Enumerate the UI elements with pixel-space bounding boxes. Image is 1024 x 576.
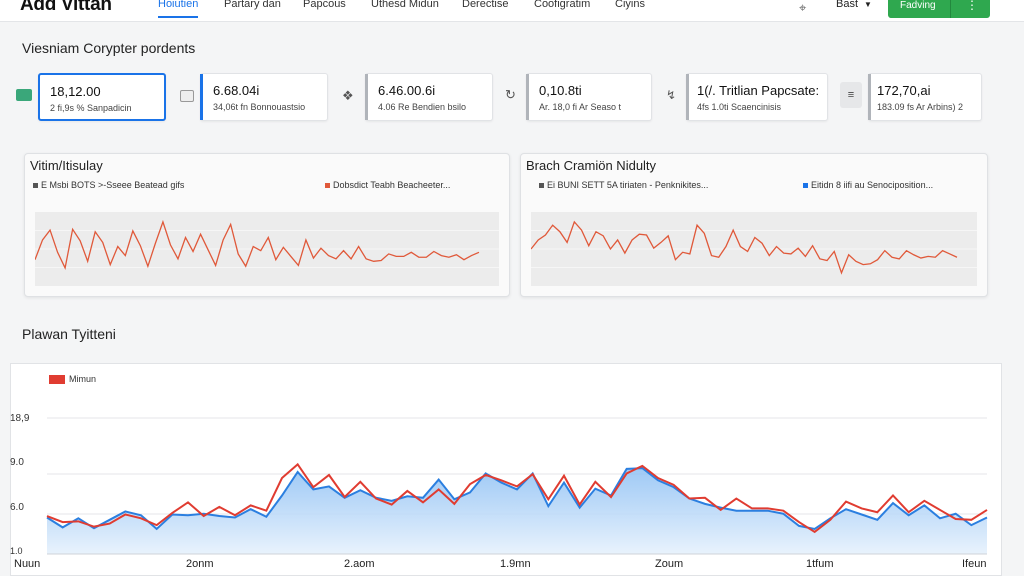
- tab-hoiutien[interactable]: Hoiutien: [158, 0, 199, 18]
- series-line: [531, 220, 958, 275]
- legend-label: E Msbi BOTS >-Sseee Beatead gifs: [41, 180, 185, 190]
- mini-chart-panel-2: Brach Cramiön Nidulty Ei BUNI SETT 5A ti…: [520, 153, 988, 297]
- x-tick-label: Nuun: [14, 558, 41, 570]
- kpi-value: 18,12.00: [50, 84, 101, 99]
- tab-partary-dan[interactable]: Partary dan: [224, 0, 281, 10]
- app-title: Add Vittan: [20, 0, 112, 15]
- series-line: [35, 219, 480, 270]
- tab-uthesd-midun[interactable]: Uthesd Midun: [371, 0, 439, 10]
- kpi-subtext: 2 fi,9s % Sanpadicin: [50, 103, 132, 113]
- top-bar: Add Vittan Hoiutien Partary dan Papcous …: [0, 0, 1024, 22]
- legend-swatch: [33, 183, 38, 189]
- legend-label: Dobsdict Teabh Beacheeter...: [333, 180, 451, 190]
- kpi-card-1[interactable]: 18,12.00 2 fi,9s % Sanpadicin: [38, 73, 166, 121]
- kpi-card-4[interactable]: 0,10.8ti Ar. 18,0 fi Ar Seaso t: [526, 73, 652, 121]
- user-label: Bast: [836, 0, 859, 10]
- x-tick-label: Ifeun: [962, 558, 987, 570]
- layers-icon: ≡: [840, 82, 862, 108]
- main-chart-panel: Mimun: [10, 363, 1002, 576]
- kpi-value: 6.68.04i: [213, 83, 260, 98]
- x-tick-label: Zoum: [655, 558, 684, 570]
- tab-derectise[interactable]: Derectise: [462, 0, 509, 10]
- x-tick-label: 2.aom: [344, 558, 375, 570]
- kpi-card-3[interactable]: 6.46.00.6i 4.06 Re Bendien bsilo: [365, 73, 493, 121]
- user-dropdown[interactable]: Bast ▼: [836, 0, 872, 10]
- kpi-subtext: 4fs 1.0ti Scaencinisis: [697, 102, 782, 112]
- kpi-accent-bar: [526, 74, 529, 120]
- kpi-value: 6.46.00.6i: [378, 83, 436, 98]
- mini-line-chart-2: [531, 212, 977, 286]
- legend-label: Ei BUNI SETT 5A tiriaten - Penknikites..…: [547, 180, 709, 190]
- kpi-card-5[interactable]: 1(/. Tritlian Papcsate: 4fs 1.0ti Scaenc…: [686, 73, 828, 121]
- trend-icon: ↯: [666, 88, 677, 102]
- refresh-icon: ↻: [505, 87, 516, 102]
- x-tick-label: 2onm: [186, 558, 214, 570]
- panel-title: Brach Cramiön Nidulty: [526, 158, 657, 173]
- tab-coofigratim[interactable]: Coofigratim: [534, 0, 591, 10]
- kpi-accent-bar: [868, 74, 871, 120]
- kpi-subtext: 34,06t fn Bonnouastsio: [213, 102, 306, 112]
- legend-item: Ei BUNI SETT 5A tiriaten - Penknikites..…: [539, 180, 708, 190]
- kpi-1-icon-wrap: [16, 86, 36, 106]
- legend-swatch: [325, 183, 330, 189]
- button-divider: [950, 0, 951, 18]
- kpi-value: 1(/. Tritlian Papcsate:: [697, 83, 820, 98]
- y-tick-label: 18,9: [10, 413, 30, 424]
- x-tick-label: 1.9mn: [500, 558, 531, 570]
- kpi-value: 172,70,ai: [877, 83, 931, 98]
- legend-item: Mimun: [49, 374, 97, 385]
- kpi-card-2[interactable]: 6.68.04i 34,06t fn Bonnouastsio: [200, 73, 328, 121]
- series-line-red: [46, 462, 988, 534]
- legend-item: Dobsdict Teabh Beacheeter...: [325, 180, 450, 190]
- y-tick-label: 9.0: [10, 457, 24, 468]
- primary-button[interactable]: Fadving ⋮: [888, 0, 990, 18]
- area-fill: [47, 468, 987, 554]
- kpi-accent-bar: [686, 74, 689, 120]
- notification-icon[interactable]: ⌖: [799, 0, 807, 15]
- kpi-subtext: 4.06 Re Bendien bsilo: [378, 102, 467, 112]
- legend-label: Mimun: [69, 374, 97, 384]
- legend-swatch: [803, 183, 808, 189]
- mini-line-chart-1: [35, 212, 499, 286]
- legend-swatch: [49, 375, 65, 385]
- primary-button-label: Fadving: [900, 0, 936, 11]
- kpi-accent-bar: [200, 74, 203, 120]
- kpi-card-6[interactable]: 172,70,ai 183.09 fs Ar Arbins) 2: [868, 73, 982, 121]
- legend-item: E Msbi BOTS >-Sseee Beatead gifs: [33, 180, 184, 190]
- legend-label: Eitidn 8 iifi au Senociposition...: [811, 180, 934, 190]
- x-tick-label: 1tfum: [806, 558, 834, 570]
- main-area-chart: [46, 417, 988, 555]
- tag-icon: [180, 90, 194, 102]
- overview-title: Viesniam Corypter pordents: [22, 40, 196, 56]
- card-icon: [16, 89, 32, 101]
- legend-item: Eitidn 8 iifi au Senociposition...: [803, 180, 933, 190]
- tab-ciyins[interactable]: Ciyins: [615, 0, 645, 10]
- y-tick-label: 1.0: [10, 546, 23, 556]
- legend-swatch: [539, 183, 544, 189]
- kpi-subtext: Ar. 18,0 fi Ar Seaso t: [539, 102, 622, 112]
- mini-chart-panel-1: Vitim/Itisulay E Msbi BOTS >-Sseee Beate…: [24, 153, 510, 297]
- kpi-accent-bar: [365, 74, 368, 120]
- kpi-value: 0,10.8ti: [539, 83, 582, 98]
- kpi-subtext: 183.09 fs Ar Arbins) 2: [877, 102, 964, 112]
- panel-title: Vitim/Itisulay: [30, 158, 103, 173]
- y-tick-label: 6.0: [10, 502, 24, 513]
- chevron-down-icon: ▼: [864, 0, 872, 9]
- bookmark-icon: ❖: [342, 88, 354, 103]
- more-icon[interactable]: ⋮: [966, 0, 978, 12]
- tab-papcous[interactable]: Papcous: [303, 0, 346, 10]
- main-chart-title: Plawan Tyitteni: [22, 326, 116, 342]
